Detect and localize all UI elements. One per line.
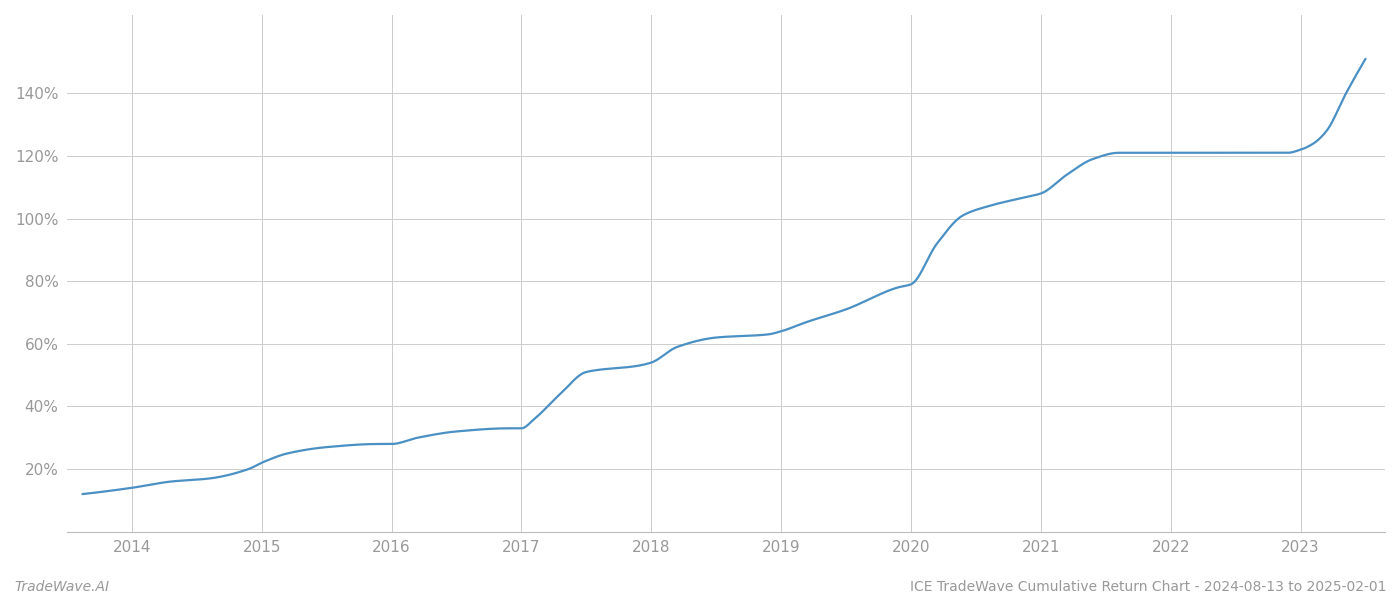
Text: TradeWave.AI: TradeWave.AI [14,580,109,594]
Text: ICE TradeWave Cumulative Return Chart - 2024-08-13 to 2025-02-01: ICE TradeWave Cumulative Return Chart - … [910,580,1386,594]
